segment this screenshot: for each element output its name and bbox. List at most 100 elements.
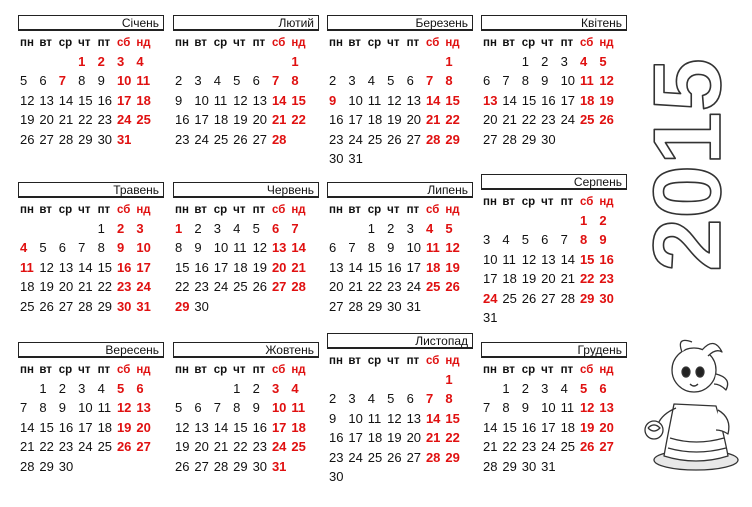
weekday-label: нд (291, 204, 306, 216)
weekday-label: сб (271, 364, 286, 376)
weekday-label: нд (445, 355, 460, 367)
day-cell: 7 (425, 391, 434, 407)
day-cell: 1 (291, 54, 299, 69)
weekday-label: чт (78, 37, 91, 49)
month-block: Грудень пн вт ср чт пт сб нд 1 2 3 4 5 6 7 8 9 10 11 12 13 14… (481, 342, 627, 476)
weekday-label: ср (367, 355, 382, 367)
empty-cell (194, 379, 213, 398)
day-cell: 4 (367, 391, 376, 407)
day-cell: 19 (387, 430, 402, 446)
empty-cell (483, 211, 502, 230)
weekday-label: сб (579, 364, 594, 376)
weekday-label: пт (406, 204, 420, 216)
goat-illustration (644, 339, 739, 471)
weekday-label: пн (175, 364, 189, 376)
empty-cell (20, 219, 39, 238)
day-cell: 27 (329, 298, 344, 314)
weekday-label: нд (599, 196, 614, 208)
day-cell: 8 (291, 73, 299, 89)
day-cell: 14 (271, 92, 287, 108)
day-cell: 15 (39, 419, 54, 435)
day-cell: 5 (39, 240, 47, 256)
day-cell: 6 (194, 400, 202, 416)
day-cell: 29 (579, 290, 595, 306)
month-title: Червень (173, 182, 319, 198)
day-cell: 7 (502, 73, 510, 89)
weekday-label: пт (560, 37, 574, 49)
weekday-header: пн вт ср чт пт сб нд (483, 193, 627, 211)
day-grid: 1 2 3 4 5 6 7 8 9 10 11 12 13 14 15 16 17 18 19 20 21 22 23 24 2… (329, 370, 473, 486)
day-cell: 6 (483, 73, 491, 89)
day-cell: 25 (502, 290, 517, 306)
year-label: 2015 (648, 58, 740, 272)
weekday-label: чт (78, 204, 91, 216)
day-cell: 4 (136, 54, 144, 69)
weekday-label: вт (502, 196, 515, 208)
weekday-label: сб (116, 364, 131, 376)
day-cell: 10 (271, 400, 287, 416)
day-cell: 22 (39, 439, 54, 455)
month-block: Січень пн вт ср чт пт сб нд 1 2 3 4 5 6 7 8 9 10 11 12 13 14 1… (18, 15, 164, 149)
day-cell: 31 (348, 150, 363, 166)
day-cell: 11 (502, 251, 516, 267)
day-cell: 17 (406, 259, 422, 275)
day-cell: 13 (406, 92, 422, 108)
day-cell: 14 (502, 92, 517, 108)
day-cell: 15 (521, 92, 537, 108)
day-cell: 14 (425, 410, 441, 426)
day-cell: 24 (271, 439, 287, 455)
empty-cell (175, 379, 194, 398)
day-cell: 4 (213, 73, 222, 89)
day-grid: 1 2 3 4 5 6 7 8 9 10 11 12 13 14 15 16 17 18 19 20 21 22 23 24 2… (175, 219, 319, 316)
day-grid: 1 2 3 4 5 6 7 8 9 10 11 12 13 14 15 16 17 18 19 20 21 22 23 24 2… (483, 211, 627, 327)
weekday-label: ср (58, 364, 73, 376)
day-cell: 10 (483, 251, 498, 267)
day-cell: 16 (387, 259, 402, 275)
weekday-label: ср (367, 204, 382, 216)
weekday-label: пт (252, 37, 266, 49)
day-cell: 8 (233, 400, 241, 416)
day-cell: 15 (175, 259, 190, 275)
weekday-label: сб (271, 204, 286, 216)
weekday-label: сб (579, 196, 594, 208)
weekday-label: сб (425, 37, 440, 49)
day-cell: 27 (39, 131, 54, 147)
day-cell: 14 (213, 419, 229, 435)
day-cell: 4 (560, 381, 568, 396)
day-cell: 13 (136, 400, 151, 416)
day-cell: 9 (58, 400, 67, 416)
day-cell: 12 (252, 240, 268, 256)
day-cell: 26 (521, 290, 537, 306)
day-cell: 25 (97, 439, 113, 455)
day-cell: 30 (116, 298, 132, 314)
day-cell: 7 (58, 73, 67, 89)
day-cell: 30 (252, 458, 268, 474)
day-cell: 20 (136, 419, 151, 435)
day-cell: 14 (20, 419, 35, 435)
day-cell: 25 (579, 112, 595, 128)
day-cell: 13 (483, 92, 498, 108)
day-cell: 22 (579, 271, 595, 287)
empty-cell (407, 52, 426, 71)
day-cell: 19 (599, 92, 614, 108)
empty-cell (20, 52, 39, 71)
weekday-label: вт (502, 364, 515, 376)
day-cell: 9 (329, 92, 337, 108)
day-cell: 19 (445, 259, 460, 275)
day-cell: 5 (252, 221, 260, 236)
day-cell: 29 (97, 298, 113, 314)
day-cell: 29 (78, 131, 93, 147)
month-title: Березень (327, 15, 473, 31)
weekday-label: нд (445, 204, 460, 216)
day-cell: 5 (175, 400, 183, 416)
weekday-label: пт (560, 196, 574, 208)
weekday-label: ср (521, 37, 536, 49)
day-cell: 8 (445, 391, 453, 407)
day-cell: 4 (291, 381, 299, 396)
day-cell: 28 (560, 290, 576, 306)
day-cell: 5 (116, 381, 125, 396)
day-cell: 15 (78, 92, 93, 108)
weekday-label: пн (483, 196, 497, 208)
month-block: Жовтень пн вт ср чт пт сб нд 1 2 3 4 5 6 7 8 9 10 11 12 13 14… (173, 342, 319, 476)
empty-cell (59, 219, 78, 238)
